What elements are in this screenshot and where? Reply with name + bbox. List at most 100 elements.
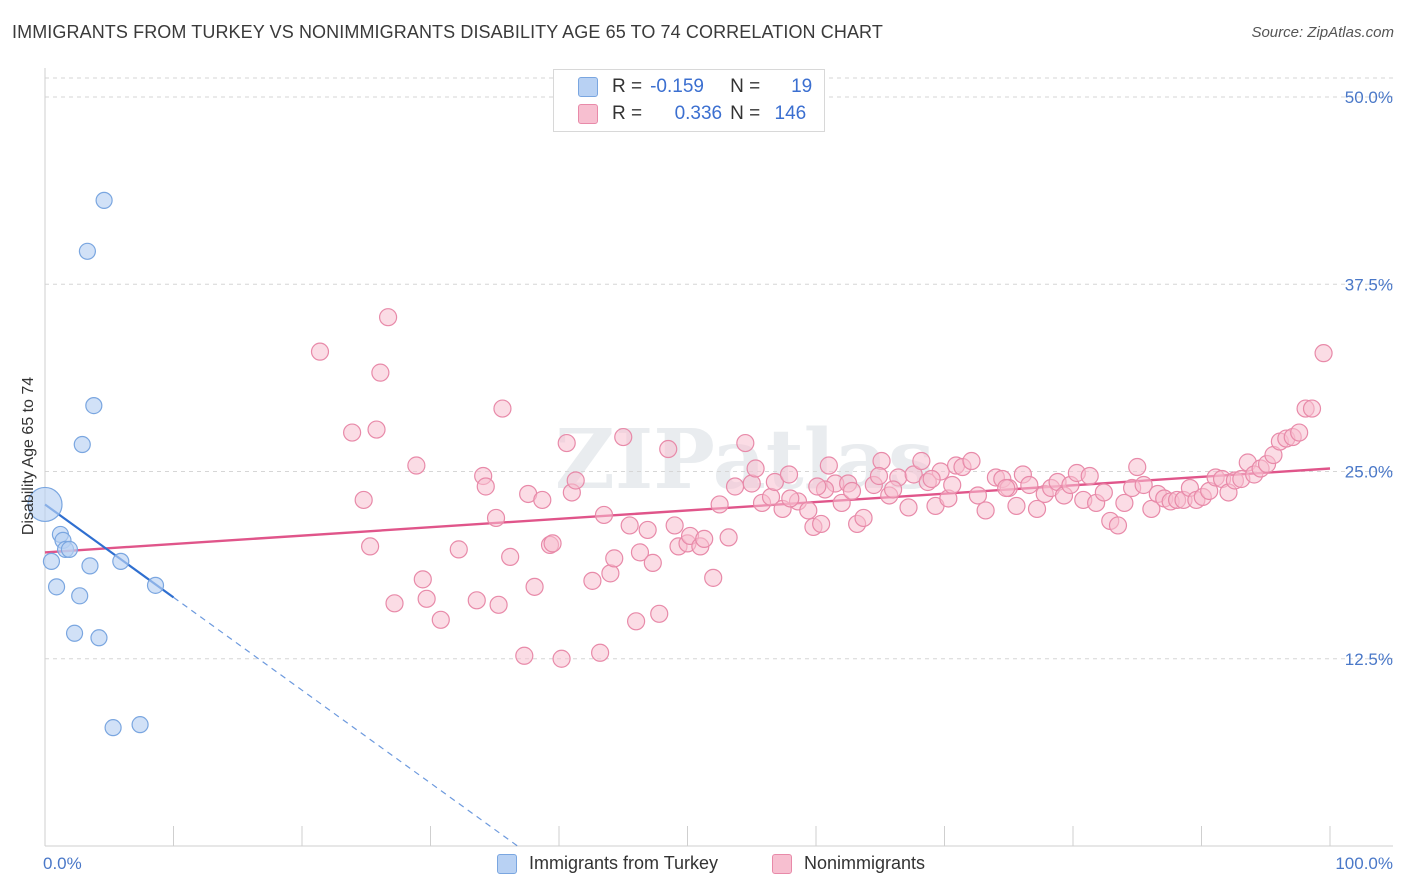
- y-tick-label: 12.5%: [1345, 650, 1393, 669]
- data-point-nonimmigrants: [1007, 496, 1026, 516]
- source-credit: Source: ZipAtlas.com: [1251, 24, 1394, 41]
- data-point-nonimmigrants: [1020, 475, 1039, 495]
- data-points: [27, 191, 1333, 737]
- data-point-nonimmigrants: [626, 612, 646, 631]
- data-point-nonimmigrants: [904, 465, 923, 484]
- legend-n-value: 19: [791, 76, 813, 97]
- data-point-nonimmigrants: [650, 604, 669, 623]
- data-point-nonimmigrants: [486, 508, 506, 528]
- axis-labels: 12.5% 25.0% 37.5% 50.0% 0.0% 100.0% Disability…: [20, 88, 1393, 873]
- legend-swatch-blue: [497, 853, 517, 874]
- data-point-nonimmigrants: [407, 456, 426, 475]
- data-point-immigrants: [71, 587, 89, 605]
- x-tick-label: 100.0%: [1335, 854, 1393, 873]
- y-tick-label: 50.0%: [1345, 88, 1393, 107]
- data-point-nonimmigrants: [1027, 499, 1047, 519]
- chart-title: IMMIGRANTS FROM TURKEY VS NONIMMIGRANTS …: [12, 22, 883, 42]
- data-point-nonimmigrants: [489, 595, 508, 614]
- legend-r-label: R =: [612, 103, 643, 124]
- data-point-nonimmigrants: [704, 568, 723, 587]
- data-point-nonimmigrants: [594, 505, 614, 525]
- y-tick-label: 37.5%: [1345, 275, 1393, 294]
- data-point-nonimmigrants: [659, 439, 678, 459]
- data-point-nonimmigrants: [779, 465, 799, 484]
- legend-swatch-pink: [772, 853, 792, 874]
- data-point-nonimmigrants: [695, 529, 714, 549]
- data-point-nonimmigrants: [854, 508, 873, 528]
- data-point-immigrants: [27, 486, 63, 523]
- data-point-nonimmigrants: [343, 423, 362, 442]
- legend-item-label: Immigrants from Turkey: [529, 853, 719, 873]
- legend-r-value: -0.159: [650, 76, 704, 97]
- data-point-immigrants: [81, 557, 99, 575]
- data-point-nonimmigrants: [832, 493, 851, 513]
- legend-item-label: Nonimmigrants: [804, 853, 926, 873]
- data-point-nonimmigrants: [367, 420, 386, 439]
- legend-n-label: N =: [730, 76, 761, 97]
- data-point-nonimmigrants: [583, 571, 602, 590]
- y-axis-title: Disability Age 65 to 74: [20, 377, 37, 535]
- data-point-nonimmigrants: [525, 577, 544, 596]
- data-point-nonimmigrants: [1108, 516, 1128, 535]
- data-point-nonimmigrants: [643, 553, 662, 572]
- data-point-nonimmigrants: [605, 549, 624, 568]
- legend-r-label: R =: [612, 76, 643, 97]
- data-point-nonimmigrants: [710, 495, 729, 514]
- data-point-immigrants: [47, 578, 66, 596]
- legend-item-immigrants[interactable]: Immigrants from Turkey: [497, 853, 718, 874]
- data-point-nonimmigrants: [765, 472, 784, 492]
- data-point-nonimmigrants: [417, 589, 436, 608]
- data-point-nonimmigrants: [1290, 423, 1309, 442]
- data-point-nonimmigrants: [566, 471, 585, 490]
- data-point-nonimmigrants: [413, 570, 432, 589]
- data-point-nonimmigrants: [1128, 457, 1147, 477]
- data-point-nonimmigrants: [943, 475, 962, 495]
- data-point-nonimmigrants: [665, 516, 684, 535]
- data-point-nonimmigrants: [976, 501, 995, 520]
- data-point-nonimmigrants: [557, 433, 576, 453]
- data-point-immigrants: [146, 576, 165, 594]
- data-point-nonimmigrants: [1115, 493, 1134, 513]
- data-point-nonimmigrants: [431, 610, 450, 629]
- data-point-nonimmigrants: [467, 591, 486, 610]
- data-point-nonimmigrants: [1314, 344, 1333, 363]
- x-tick-label: 0.0%: [43, 854, 82, 873]
- legend-item-nonimmigrants[interactable]: Nonimmigrants: [772, 853, 925, 874]
- data-point-immigrants: [42, 552, 61, 570]
- data-point-nonimmigrants: [493, 399, 512, 418]
- data-point-nonimmigrants: [533, 490, 552, 510]
- data-point-nonimmigrants: [1094, 483, 1113, 502]
- data-point-nonimmigrants: [601, 564, 620, 583]
- data-point-nonimmigrants: [808, 477, 827, 496]
- data-point-nonimmigrants: [968, 486, 988, 505]
- data-point-nonimmigrants: [962, 451, 981, 471]
- data-point-nonimmigrants: [354, 490, 373, 510]
- axes: [44, 68, 1393, 847]
- data-point-nonimmigrants: [1134, 475, 1153, 495]
- data-point-nonimmigrants: [449, 540, 468, 559]
- trend-line-nonimmigrants: [44, 467, 1331, 554]
- trend-line-immigrants-extension: [173, 596, 521, 849]
- data-point-nonimmigrants: [883, 480, 903, 499]
- legend-n-value: 146: [774, 103, 807, 124]
- data-point-nonimmigrants: [872, 451, 891, 471]
- data-point-nonimmigrants: [620, 516, 639, 535]
- legend-row-immigrants: R = -0.159 N = 19: [578, 75, 812, 99]
- data-point-nonimmigrants: [1302, 399, 1322, 418]
- data-point-nonimmigrants: [812, 514, 831, 534]
- legend-swatch-blue: [578, 77, 598, 97]
- data-point-immigrants: [85, 396, 103, 415]
- y-tick-label: 25.0%: [1345, 463, 1393, 482]
- data-point-nonimmigrants: [638, 520, 657, 540]
- data-point-nonimmigrants: [742, 474, 761, 493]
- legend-n-label: N =: [730, 103, 761, 124]
- stats-legend: R = -0.159 N = 19 R = 0.336 N = 146: [553, 69, 825, 132]
- data-point-nonimmigrants: [378, 308, 398, 327]
- data-point-nonimmigrants: [591, 643, 610, 662]
- data-point-immigrants: [65, 624, 84, 642]
- data-point-nonimmigrants: [385, 594, 404, 613]
- data-point-nonimmigrants: [899, 498, 918, 517]
- data-point-immigrants: [73, 435, 91, 454]
- data-point-nonimmigrants: [361, 537, 380, 556]
